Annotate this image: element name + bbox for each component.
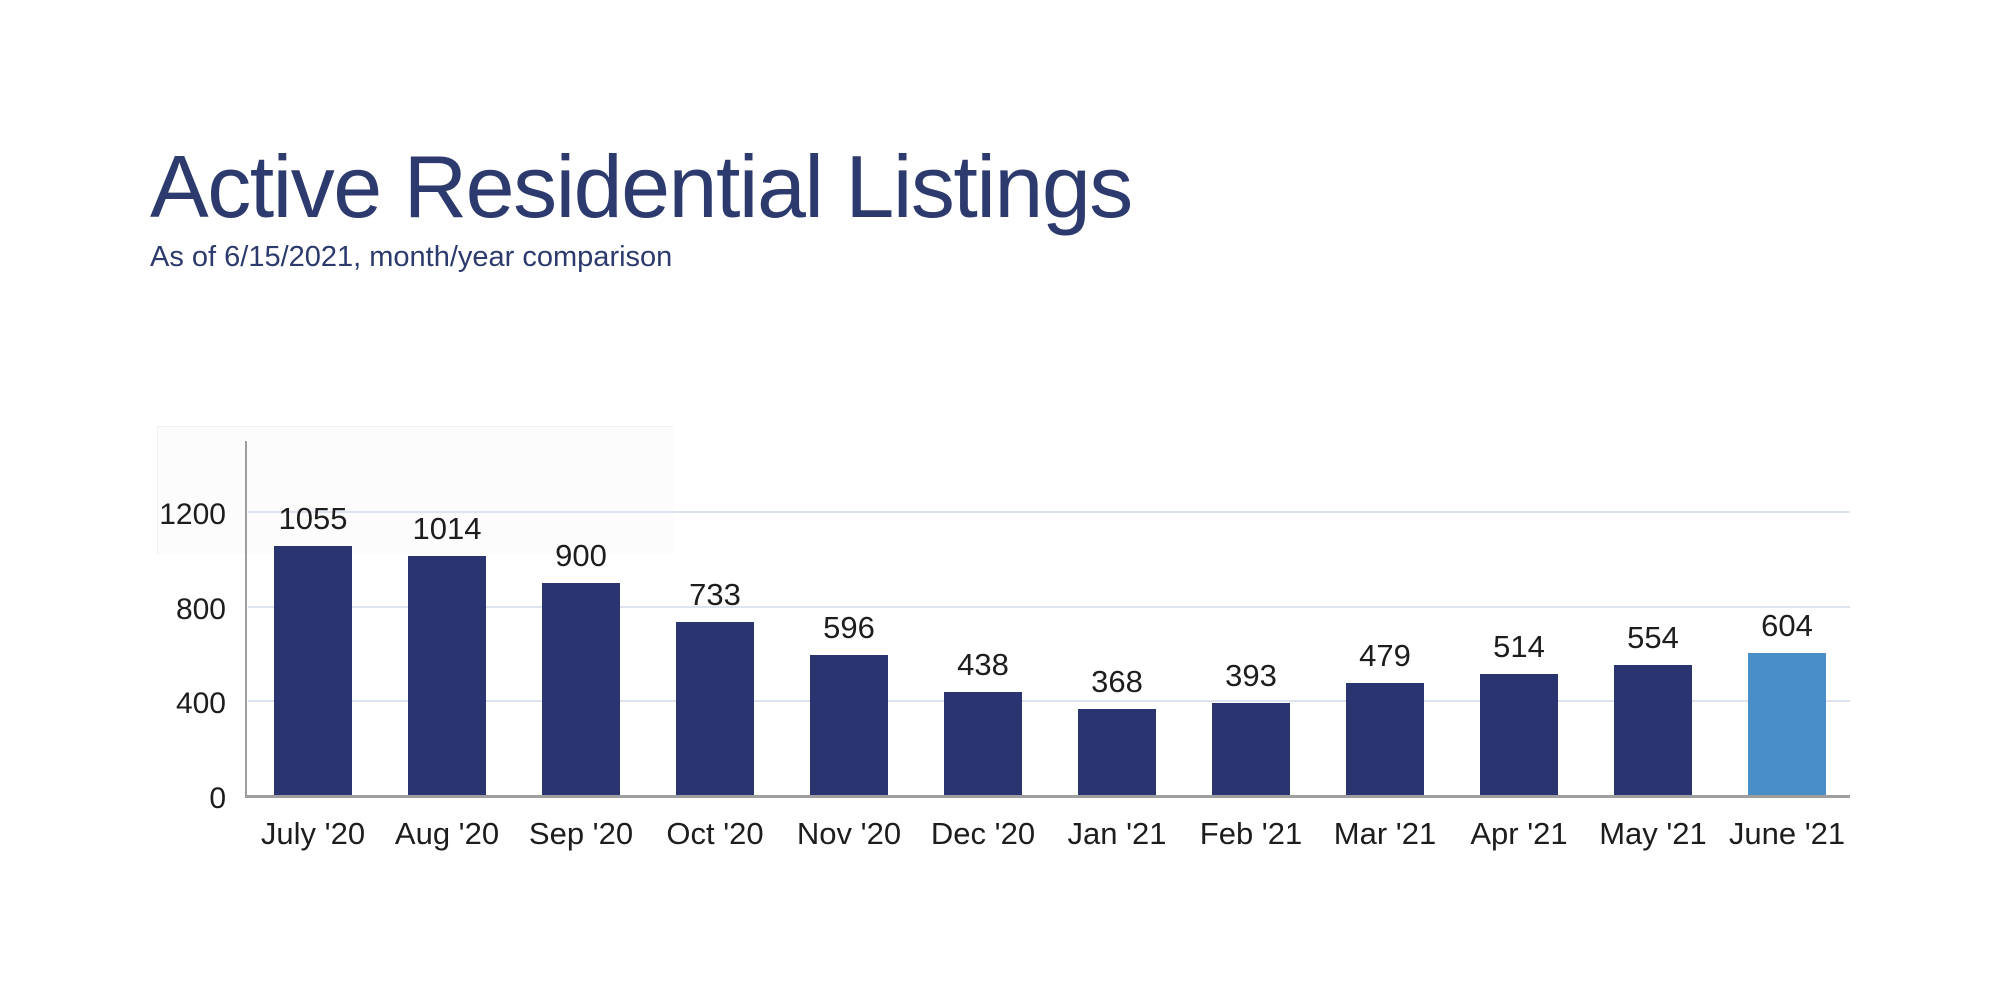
x-category-label: Sep '20 — [528, 816, 634, 851]
bar-value-label: 733 — [689, 577, 741, 612]
y-gridline — [248, 700, 1850, 702]
bar — [1614, 665, 1692, 796]
x-category-label: Dec '20 — [930, 816, 1036, 851]
bar — [944, 692, 1022, 796]
x-category-label: Jan '21 — [1067, 816, 1167, 851]
y-gridline — [248, 606, 1850, 608]
y-tick-label: 1200 — [159, 498, 226, 531]
bar — [542, 583, 620, 796]
bar-value-label: 596 — [823, 610, 875, 645]
bar-value-label: 554 — [1627, 620, 1679, 655]
bar-value-label: 368 — [1091, 664, 1143, 699]
bar-value-label: 479 — [1359, 638, 1411, 673]
y-axis-line — [245, 441, 247, 798]
x-category-label: Nov '20 — [796, 816, 902, 851]
page-subtitle: As of 6/15/2021, month/year comparison — [150, 240, 673, 273]
x-category-label: Feb '21 — [1199, 816, 1303, 851]
bar — [676, 622, 754, 796]
bar-value-label: 900 — [555, 538, 607, 573]
y-tick-label: 400 — [175, 687, 226, 720]
bar-value-label: 514 — [1493, 629, 1545, 664]
y-tick-label: 0 — [209, 782, 226, 815]
bar — [1480, 674, 1558, 796]
x-category-label: May '21 — [1599, 816, 1707, 851]
bar-value-label: 1014 — [412, 511, 482, 546]
faint-background-panel — [157, 426, 673, 554]
y-gridline — [248, 511, 1850, 513]
x-category-label: Mar '21 — [1333, 816, 1437, 851]
bar — [408, 556, 486, 796]
bar — [1078, 709, 1156, 796]
bar — [274, 546, 352, 796]
chart-header: Active Residential Listings As of 6/15/2… — [150, 134, 1133, 274]
bar-value-label: 438 — [957, 647, 1009, 682]
x-category-label: Aug '20 — [394, 816, 500, 851]
bar — [1748, 653, 1826, 796]
x-category-label: Apr '21 — [1470, 816, 1568, 851]
bar-value-label: 1055 — [278, 501, 348, 536]
bar — [1212, 703, 1290, 796]
bar — [1346, 683, 1424, 796]
x-axis-line — [246, 795, 1850, 798]
x-category-label: June '21 — [1728, 816, 1846, 851]
page-title: Active Residential Listings — [150, 137, 1133, 236]
bar-value-label: 604 — [1761, 608, 1813, 643]
bar-value-label: 393 — [1225, 658, 1277, 693]
bar — [810, 655, 888, 796]
y-tick-label: 800 — [175, 593, 226, 626]
x-category-label: Oct '20 — [666, 816, 764, 851]
x-category-label: July '20 — [260, 816, 366, 851]
